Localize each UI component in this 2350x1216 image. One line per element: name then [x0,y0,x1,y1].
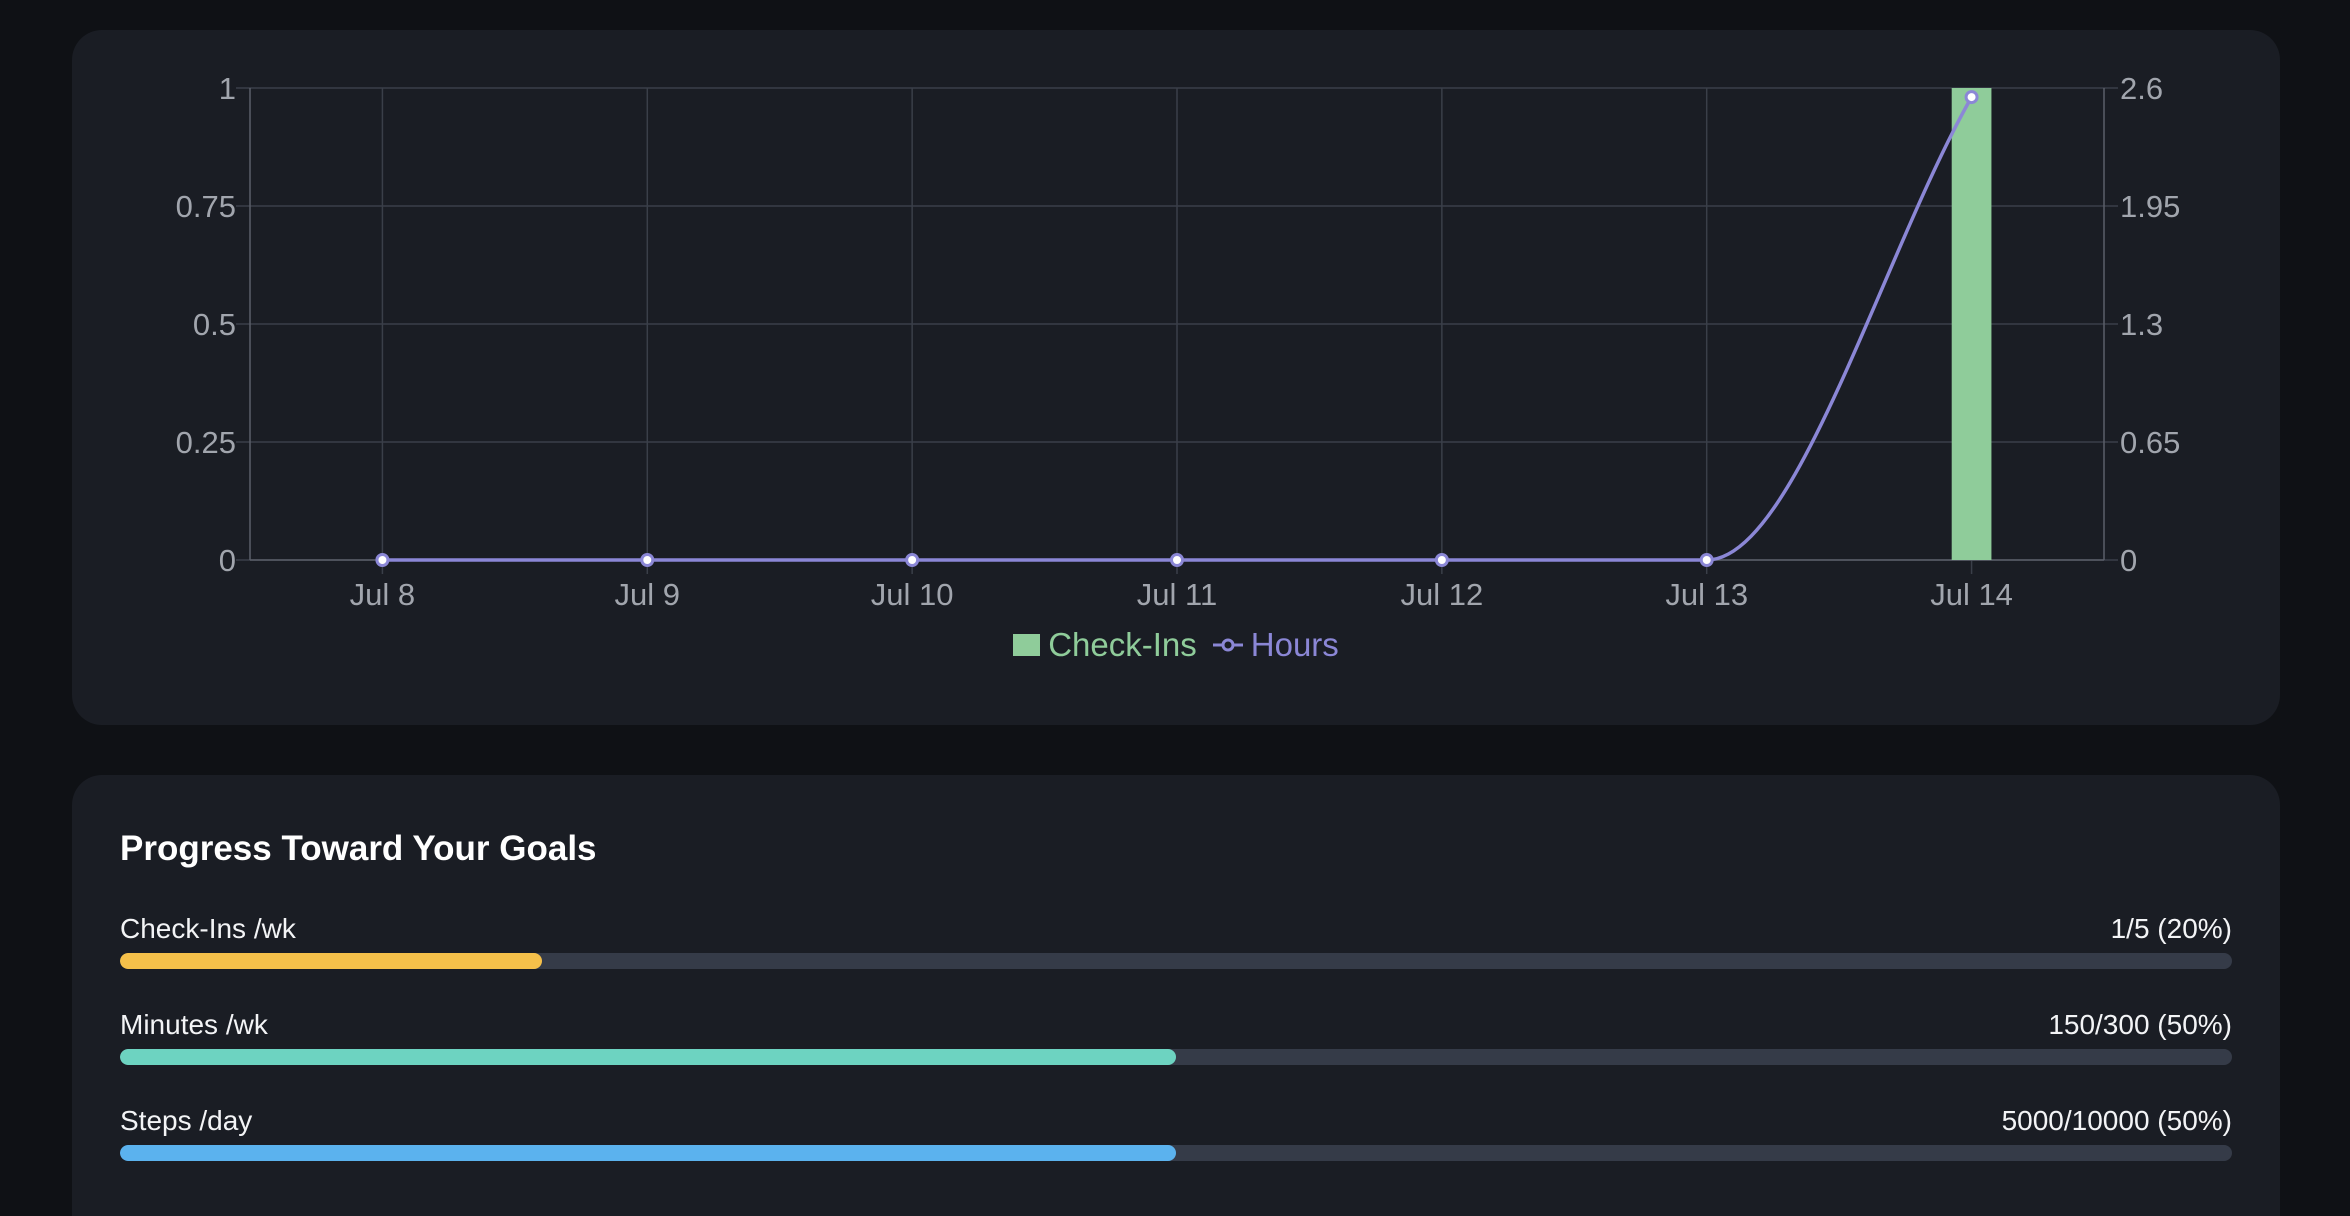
goal-label: Minutes /wk [120,1009,268,1040]
y-right-tick-label: 2.6 [2120,71,2163,106]
legend-swatch-check-ins [1013,634,1041,656]
goal-value: 5000/10000 (50%) [2001,1105,2232,1136]
progress-fill [120,953,543,969]
y-left-tick-label: 0.5 [193,307,236,342]
activity-chart: 1 2.6 0.75 1.95 0.5 1.3 0.25 0.65 0 0 Jul 8 Jul 9 Ju… [176,71,2181,612]
y-right-tick-label: 1.3 [2120,307,2163,342]
goal-value: 1/5 (20%) [2110,913,2232,944]
goal-check-ins: Check-Ins /wk 1/5 (20%) [120,913,2232,973]
x-tick-label: Jul 12 [1400,577,1483,612]
legend-item-check-ins[interactable]: Check-Ins [1013,626,1197,664]
goals-title: Progress Toward Your Goals [120,829,597,868]
y-left-tick-label: 1 [219,71,236,106]
chart-card: 1 2.6 0.75 1.95 0.5 1.3 0.25 0.65 0 0 Jul 8 Jul 9 Ju… [72,30,2280,725]
x-tick-label: Jul 11 [1137,577,1217,612]
progress-fill [120,1145,1176,1161]
legend-item-hours[interactable]: Hours [1212,626,1339,664]
goals-card: Progress Toward Your Goals Check-Ins /wk… [72,775,2280,1216]
y-right-tick-label: 0 [2120,543,2137,578]
point-hours [1699,553,1714,567]
x-tick-label: Jul 9 [615,577,680,612]
y-right-tick-label: 0.65 [2120,425,2180,460]
legend-swatch-hours [1212,638,1243,652]
point-hours [1964,90,1979,105]
y-left-tick-label: 0 [219,543,236,578]
goal-value: 150/300 (50%) [2048,1009,2232,1040]
goal-steps: Steps /day 5000/10000 (50%) [120,1105,2232,1165]
goal-label: Steps /day [120,1105,253,1136]
goal-minutes: Minutes /wk 150/300 (50%) [120,1009,2232,1069]
x-tick-label: Jul 8 [350,577,415,612]
point-hours [905,553,920,567]
x-tick-label: Jul 14 [1930,577,2013,612]
point-hours [640,553,655,567]
progress-track [120,953,2232,969]
progress-track [120,1049,2232,1065]
chart-legend: Check-Ins Hours [72,626,2280,664]
x-tick-label: Jul 13 [1665,577,1748,612]
point-hours [1170,553,1184,567]
x-tick-label: Jul 10 [871,577,954,612]
y-right-tick-label: 1.95 [2120,189,2180,224]
goal-label: Check-Ins /wk [120,913,296,944]
bar-check-ins [1951,88,1992,560]
y-left-tick-label: 0.75 [176,189,236,224]
point-hours [375,553,390,567]
legend-label-hours: Hours [1250,626,1339,663]
point-hours [1434,553,1449,567]
legend-label-check-ins: Check-Ins [1048,626,1197,663]
progress-fill [120,1049,1176,1065]
progress-track [120,1145,2232,1161]
y-left-tick-label: 0.25 [176,425,236,460]
